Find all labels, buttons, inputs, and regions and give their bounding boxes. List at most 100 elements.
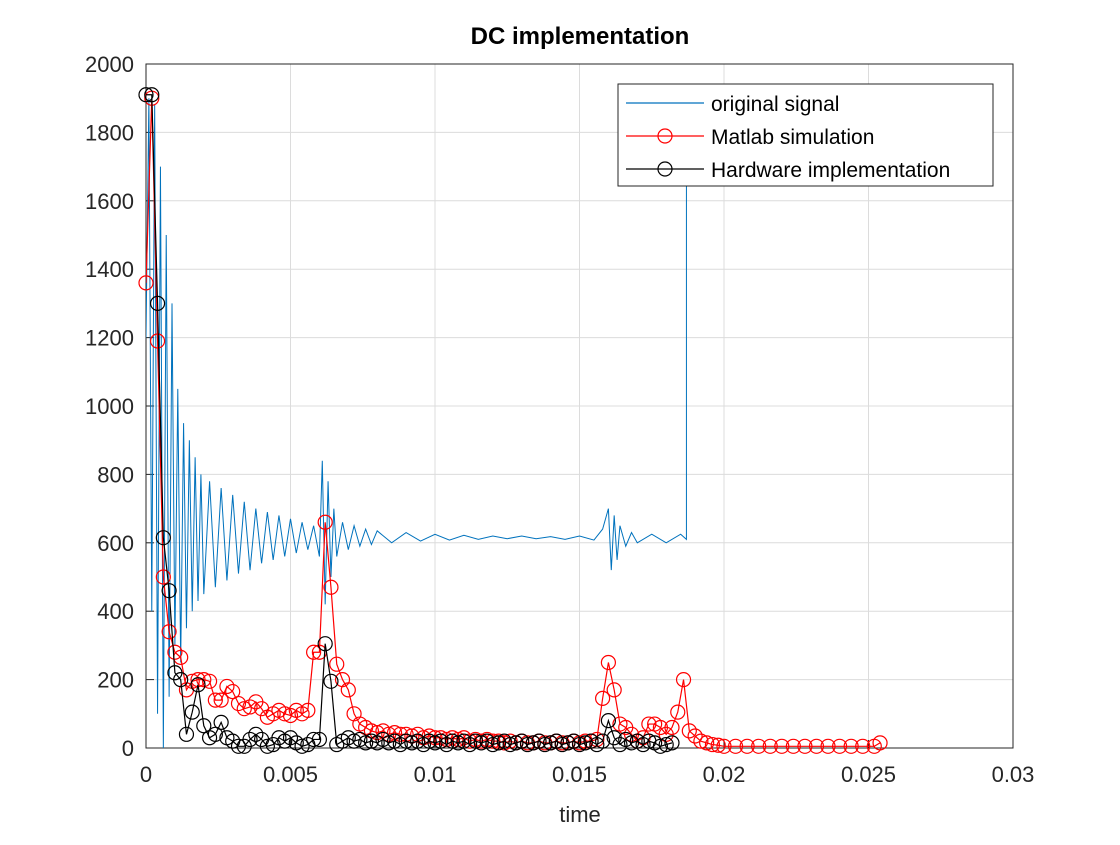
y-tick-label: 200 [97, 668, 134, 693]
legend-label: Matlab simulation [711, 126, 874, 149]
chart-title: DC implementation [471, 23, 690, 50]
marker [554, 736, 570, 753]
x-tick-label: 0.015 [552, 762, 607, 787]
marker [658, 736, 674, 753]
marker [155, 569, 171, 585]
x-tick-label: 0.005 [263, 762, 318, 787]
marker [161, 583, 177, 599]
x-axis-label: time [559, 802, 601, 827]
marker [542, 735, 559, 751]
legend-label: original signal [711, 93, 839, 116]
marker [230, 695, 247, 712]
marker [438, 731, 455, 748]
marker [427, 735, 443, 751]
marker [797, 738, 813, 754]
marker [716, 738, 732, 754]
marker [751, 738, 767, 754]
marker [196, 671, 212, 688]
marker [207, 726, 223, 742]
marker [363, 723, 380, 739]
marker [213, 692, 229, 708]
marker [340, 682, 356, 698]
y-tick-label: 1600 [85, 189, 134, 214]
marker [623, 735, 640, 751]
marker [664, 735, 680, 751]
marker [259, 738, 275, 754]
marker [537, 736, 553, 753]
marker [201, 673, 218, 689]
marker [282, 707, 299, 724]
marker [149, 295, 166, 311]
marker [681, 723, 697, 739]
marker [398, 733, 414, 749]
marker [149, 333, 166, 349]
y-tick-label: 1200 [85, 326, 134, 351]
legend-marker [657, 161, 673, 177]
marker [762, 738, 778, 754]
marker [300, 702, 316, 718]
marker [242, 699, 258, 715]
marker [317, 636, 333, 652]
marker [242, 731, 258, 748]
marker [381, 735, 397, 751]
y-tick-label: 1800 [85, 120, 134, 145]
marker [785, 738, 801, 754]
marker [219, 678, 235, 695]
marker [808, 738, 825, 754]
marker [155, 530, 171, 546]
marker [704, 736, 721, 753]
marker [687, 728, 703, 744]
marker [774, 738, 790, 754]
marker [444, 733, 460, 749]
marker [699, 735, 715, 751]
marker [138, 275, 154, 291]
marker [508, 735, 524, 751]
marker [277, 706, 293, 722]
marker [595, 733, 611, 749]
marker [485, 736, 501, 753]
marker [600, 654, 617, 671]
x-tick-label: 0.01 [414, 762, 457, 787]
marker [450, 735, 466, 751]
marker [571, 736, 588, 753]
marker [363, 733, 380, 749]
marker [693, 733, 709, 749]
marker [323, 673, 339, 689]
series-line [146, 98, 687, 749]
marker [490, 735, 507, 751]
marker [306, 731, 322, 748]
x-tick-label: 0.025 [841, 762, 896, 787]
x-tick-label: 0.03 [992, 762, 1035, 787]
marker [230, 738, 247, 754]
marker [606, 682, 622, 698]
marker [329, 656, 345, 672]
marker [178, 726, 195, 742]
marker [710, 737, 726, 753]
marker [820, 738, 836, 754]
marker [670, 704, 686, 720]
marker [346, 733, 362, 749]
marker [317, 514, 333, 530]
y-tick-label: 800 [97, 462, 134, 487]
marker [144, 87, 160, 103]
marker [282, 730, 299, 746]
marker [577, 735, 593, 751]
legend-label: Hardware implementation [711, 159, 950, 182]
marker [739, 738, 755, 754]
y-tick-label: 0 [122, 736, 134, 761]
marker [664, 719, 680, 736]
marker [207, 692, 223, 708]
marker [675, 671, 692, 688]
y-tick-label: 600 [97, 531, 134, 556]
marker [641, 716, 657, 732]
marker [196, 718, 212, 734]
marker [595, 690, 611, 707]
marker [421, 733, 437, 749]
marker [138, 87, 154, 103]
marker [167, 644, 183, 660]
marker [600, 713, 617, 729]
marker [236, 701, 252, 717]
legend-marker [657, 128, 673, 144]
y-tick-label: 2000 [85, 52, 134, 77]
